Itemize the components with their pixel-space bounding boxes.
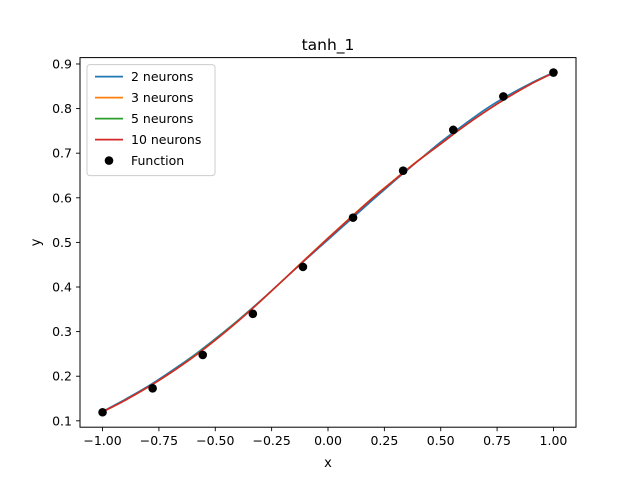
y-tick-label: 0.7 xyxy=(52,146,72,161)
y-tick-label: 0.1 xyxy=(52,413,72,428)
legend-label: Function xyxy=(131,153,184,168)
legend: 2 neurons 3 neurons 5 neurons 10 neurons Fun… xyxy=(86,64,216,177)
x-tick-label: −0.50 xyxy=(196,433,234,448)
y-tick-label: 0.5 xyxy=(52,235,72,250)
function-point xyxy=(398,166,408,175)
axis-ticks: −1.00 −0.75 −0.50 −0.25 0.00 0.25 0.50 0.75 1.00… xyxy=(52,56,567,448)
y-axis-label: y xyxy=(29,238,44,246)
x-tick-label: −1.00 xyxy=(83,433,121,448)
x-tick-label: 0.75 xyxy=(483,433,511,448)
x-tick-label: 0.25 xyxy=(370,433,398,448)
x-tick-label: −0.75 xyxy=(140,433,178,448)
function-point xyxy=(549,68,558,77)
function-point xyxy=(348,213,358,222)
y-tick-label: 0.9 xyxy=(52,56,72,71)
series-line-4 xyxy=(101,72,555,413)
x-tick-label: 0.50 xyxy=(427,433,455,448)
y-tick-label: 0.3 xyxy=(52,324,72,339)
y-tick-label: 0.4 xyxy=(52,280,72,295)
x-tick-label: −0.25 xyxy=(252,433,290,448)
function-point xyxy=(448,125,458,135)
function-point xyxy=(499,92,508,101)
y-tick-label: 0.6 xyxy=(52,190,72,205)
x-tick-label: 1.00 xyxy=(540,433,568,448)
x-tick-label: 0.00 xyxy=(314,433,342,448)
legend-label: 2 neurons xyxy=(131,69,193,84)
y-tick-label: 0.2 xyxy=(52,369,72,384)
legend-label: 10 neurons xyxy=(131,132,201,147)
legend-label: 3 neurons xyxy=(131,90,193,105)
function-point xyxy=(98,407,107,417)
legend-label: 5 neurons xyxy=(131,111,193,126)
legend-box xyxy=(86,64,216,177)
function-point xyxy=(148,384,157,393)
plot-area xyxy=(98,68,558,417)
x-axis-label: x xyxy=(324,456,332,471)
chart-title: tanh_1 xyxy=(302,36,355,55)
function-point xyxy=(298,262,308,272)
function-point xyxy=(198,350,208,360)
legend-point-swatch xyxy=(104,156,114,165)
y-tick-label: 0.8 xyxy=(52,101,72,116)
function-point xyxy=(248,309,258,319)
series-line-1 xyxy=(101,71,555,413)
